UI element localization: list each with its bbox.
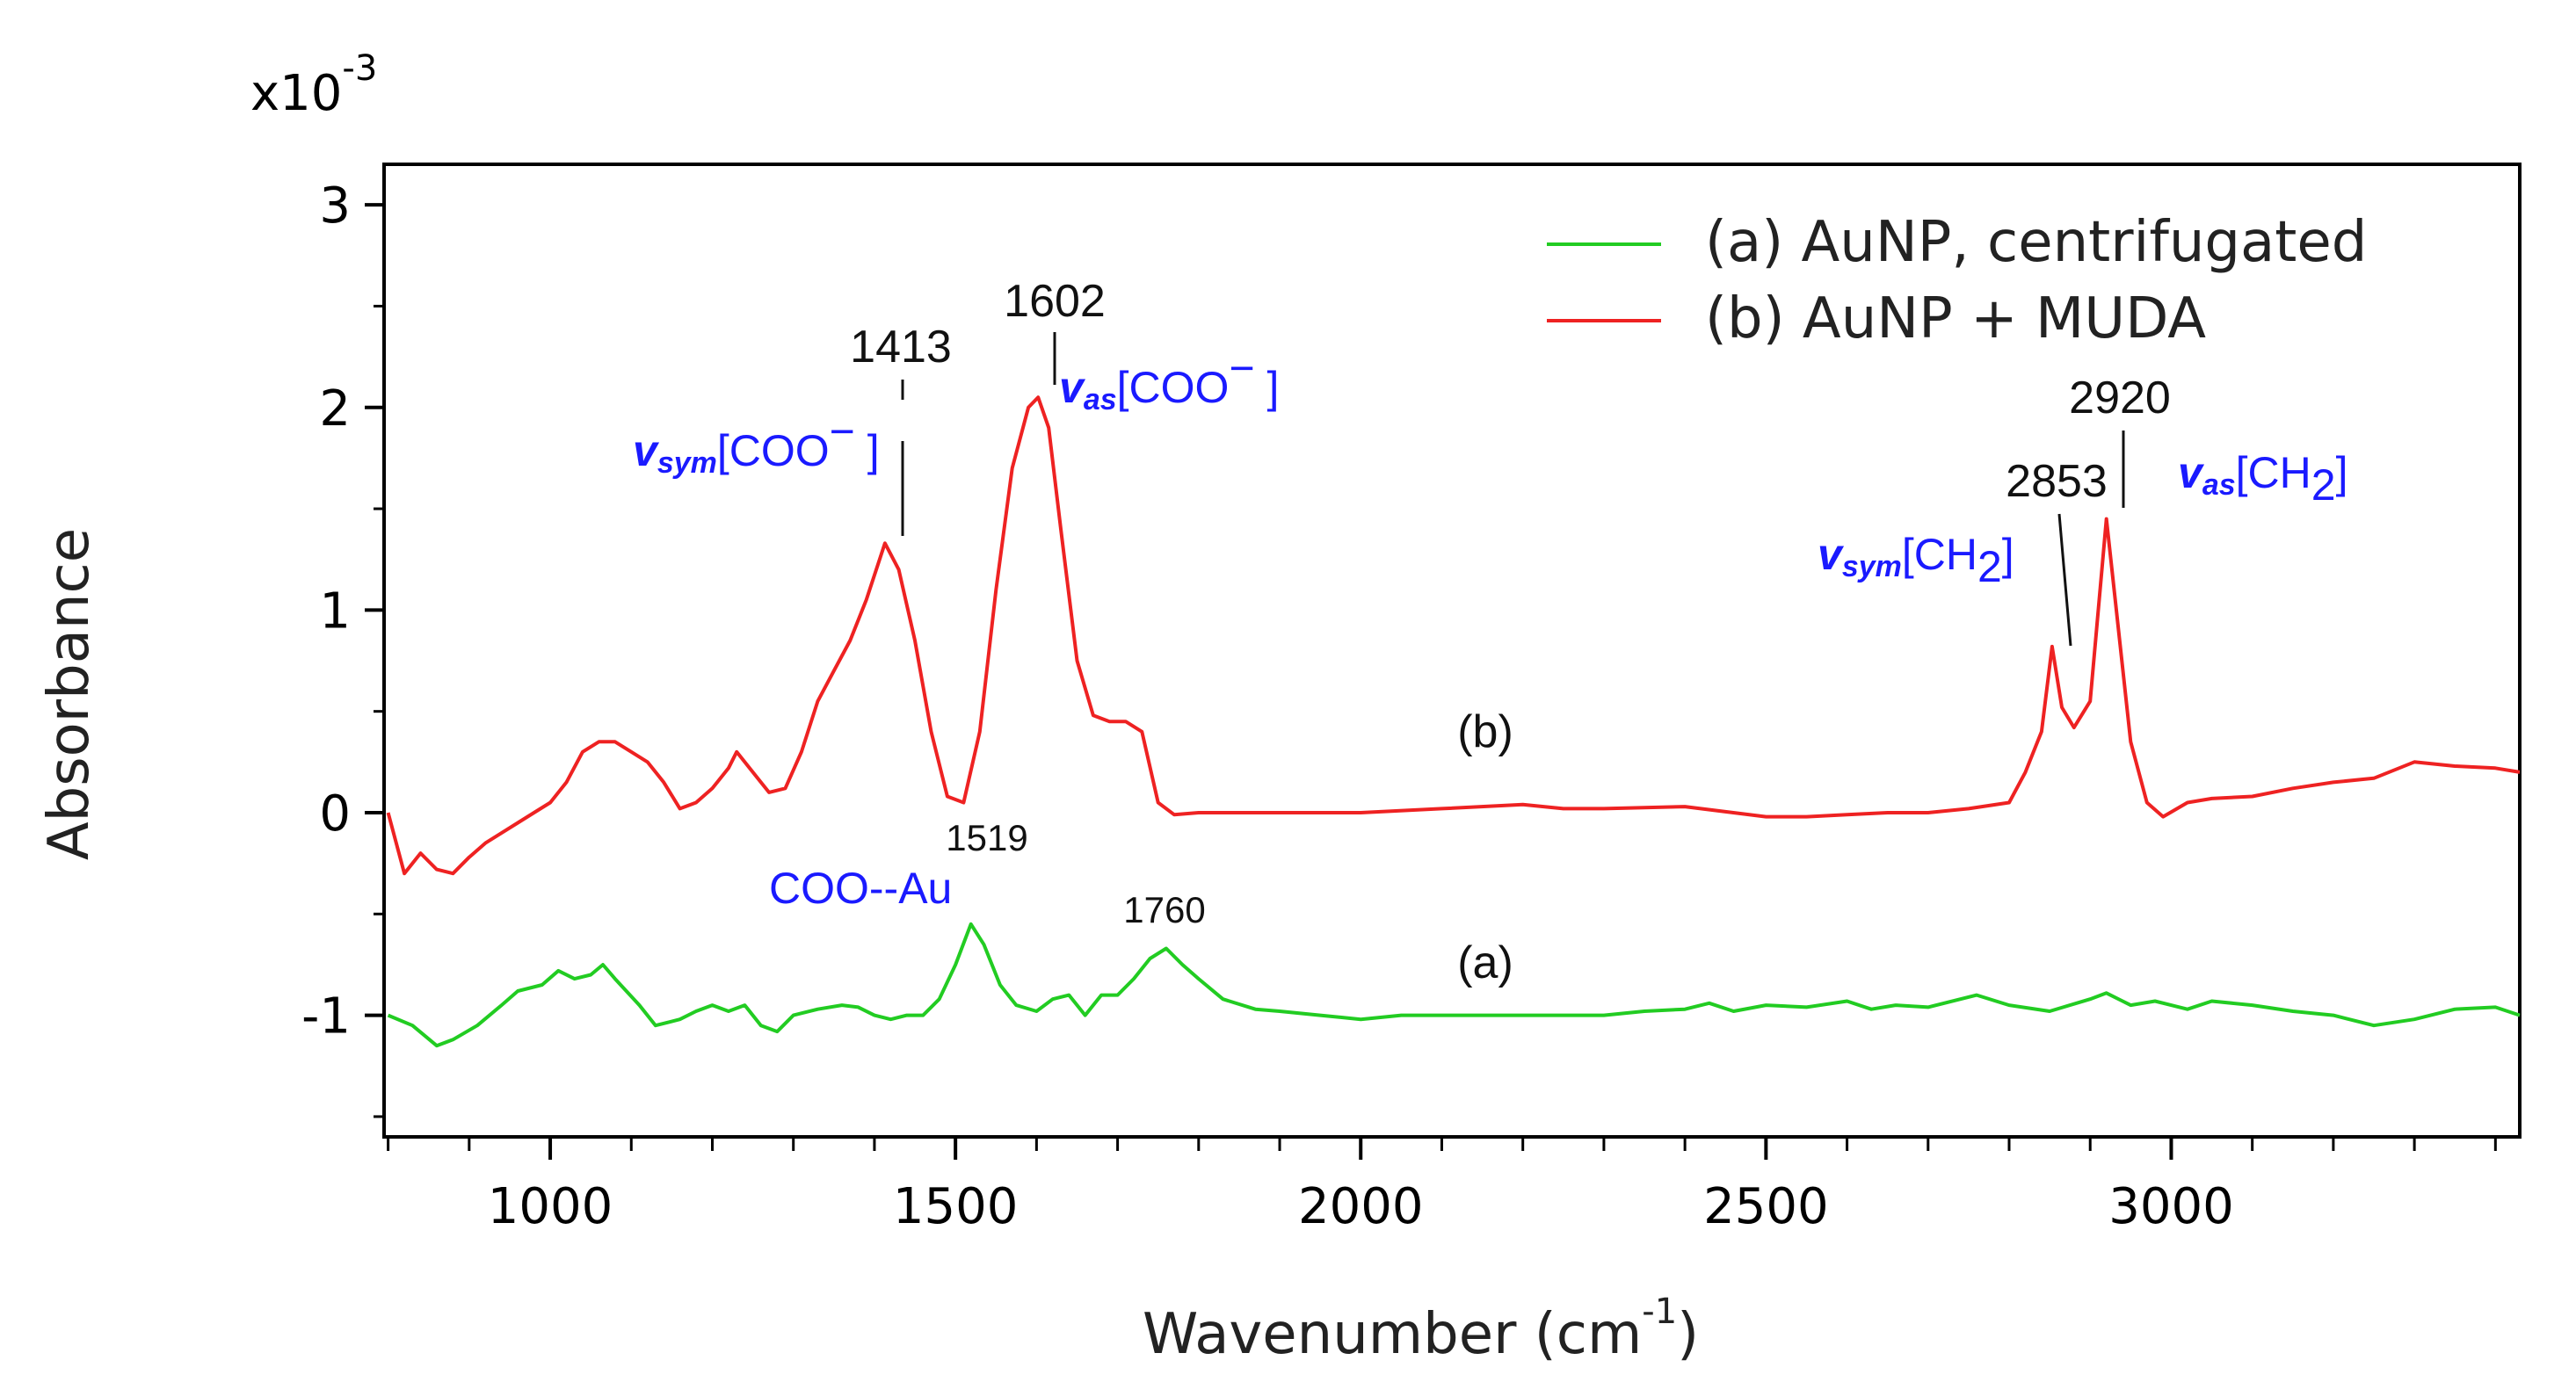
trace-label-b: (b) [1457, 706, 1513, 757]
x-tick-label: 1500 [893, 1178, 1019, 1235]
y-axis-title: Absorbance [37, 528, 102, 860]
y-tick-label: -1 [301, 988, 351, 1046]
trace-label-a: (a) [1457, 937, 1513, 988]
y-tick-label: 1 [319, 582, 351, 640]
x-tick-label: 1000 [488, 1178, 613, 1235]
plot-frame [382, 163, 2522, 1139]
peak-label-1602: 1602 [1004, 276, 1106, 327]
peak-label-2853: 2853 [2006, 456, 2108, 507]
peak-label-1760: 1760 [1123, 889, 1205, 930]
x-tick-label: 3000 [2108, 1178, 2234, 1235]
x-axis-ticks: 1000 1500 2000 2500 3000 [387, 1137, 2497, 1235]
x-axis-title: Wavenumber (cm-1) [1143, 1292, 1699, 1367]
annotations: 1413 1602 2853 2920 1519 1760 (b) (a) CO… [633, 276, 2347, 988]
y-tick-label: 0 [319, 785, 351, 843]
vas-ch2-label: vas[CH2] [2178, 448, 2347, 510]
series-a-line [387, 922, 2521, 1048]
peak-label-1519: 1519 [946, 817, 1027, 858]
y-scale-label: x10-3 [250, 48, 377, 122]
x-tick-label: 2500 [1703, 1178, 1829, 1235]
series-layer [386, 395, 2521, 1048]
peak-label-2920: 2920 [2069, 373, 2171, 423]
x-tick-label: 2000 [1298, 1178, 1424, 1235]
peak-leader-2853 [2057, 513, 2072, 647]
vsym-ch2-label: vsym[CH2] [1818, 530, 2014, 591]
legend-label-b: (b) AuNP + MUDA [1705, 286, 2206, 351]
vas-coo-label: vas[COO− ] [1059, 344, 1279, 416]
series-b-line [386, 395, 2521, 876]
legend-label-a: (a) AuNP, centrifugated [1705, 210, 2367, 275]
y-tick-label: 3 [319, 177, 351, 235]
vsym-coo-label: vsym[COO− ] [633, 407, 880, 480]
legend: (a) AuNP, centrifugated (b) AuNP + MUDA [1547, 210, 2367, 351]
coo-au-label: COO--Au [769, 864, 952, 913]
peak-label-1413: 1413 [850, 322, 952, 373]
y-tick-label: 2 [319, 380, 351, 438]
y-axis-ticks: 3 2 1 0 -1 [301, 177, 384, 1118]
